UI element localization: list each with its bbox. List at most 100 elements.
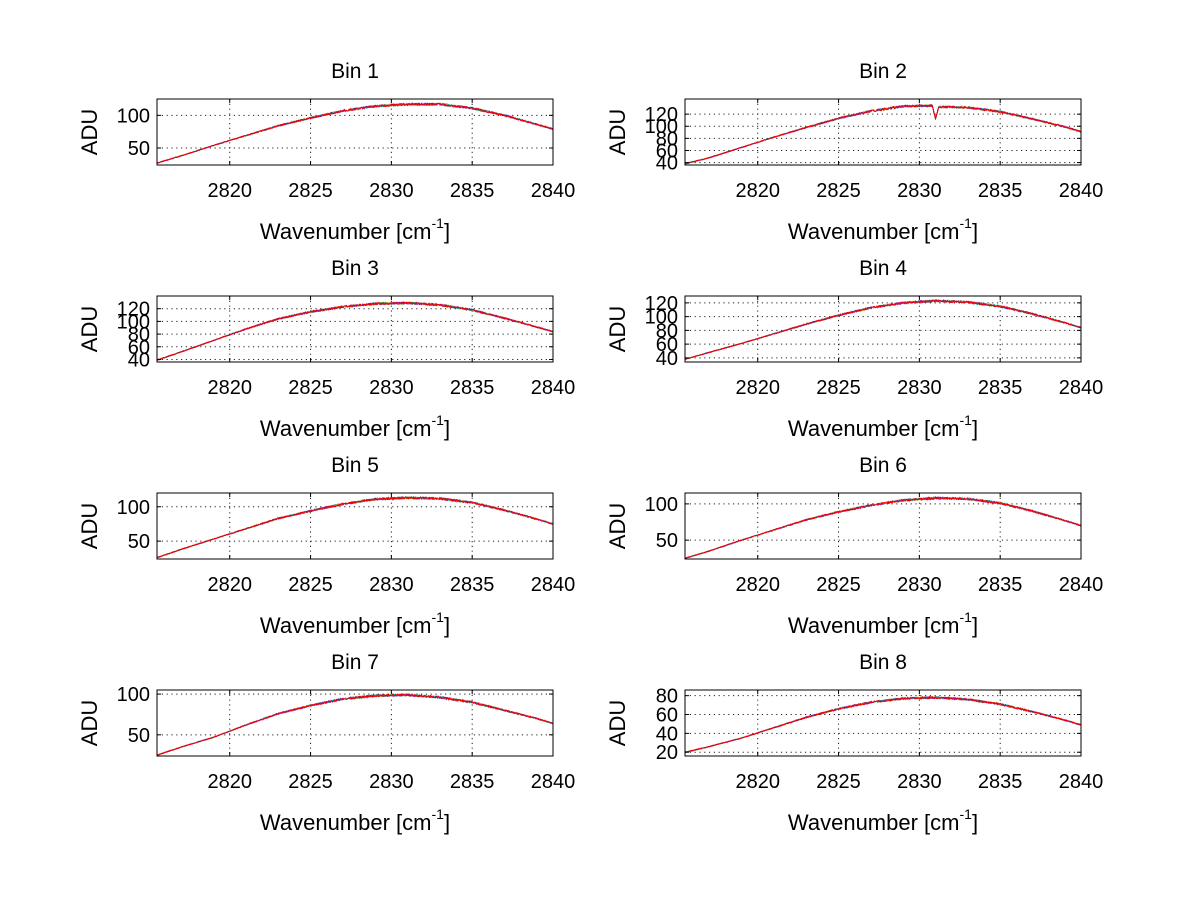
- x-tick-label: 2830: [369, 180, 414, 202]
- y-tick-label: 20: [656, 742, 678, 764]
- x-tick-label: 2840: [531, 180, 576, 202]
- x-axis-label-superscript: -1: [432, 215, 445, 231]
- spectrum-trace: [156, 693, 554, 756]
- spectrum-line: [156, 693, 554, 757]
- subplot-title: Bin 4: [859, 257, 907, 280]
- subplot-bin-5: Bin 5 2820 2825 2830 2835 2840 50 100 ADU Wavenum…: [77, 454, 575, 638]
- y-tick-label: 100: [645, 494, 678, 516]
- x-axis-label-superscript: -1: [960, 215, 973, 231]
- x-tick-label: 2820: [207, 377, 252, 399]
- x-axis-label-superscript: -1: [432, 806, 445, 822]
- x-axis-label-text: Wavenumber [cm: [788, 810, 960, 835]
- subplot-title: Bin 3: [331, 257, 379, 280]
- y-axis-label: ADU: [605, 700, 630, 746]
- y-tick-label: 60: [128, 337, 150, 359]
- spectrum-trace: [684, 299, 1082, 360]
- x-tick-label: 2840: [1059, 180, 1104, 202]
- x-axis-label-superscript: -1: [432, 609, 445, 625]
- x-tick-label: 2825: [816, 180, 861, 202]
- y-tick-label: 50: [656, 530, 678, 552]
- plot-frame: [684, 492, 1082, 560]
- y-tick-label: 120: [645, 104, 678, 126]
- x-axis-label: Wavenumber [cm-1]: [260, 412, 450, 441]
- x-axis-label: Wavenumber [cm-1]: [260, 215, 450, 244]
- spectrum-trace: [684, 496, 1082, 560]
- y-axis-label: ADU: [77, 306, 102, 352]
- spectrum-trace: [684, 496, 1082, 559]
- y-axis-label: ADU: [605, 109, 630, 155]
- plot-frame: [684, 295, 1082, 363]
- y-tick-label: 40: [656, 348, 678, 370]
- y-tick-label: 100: [117, 684, 150, 706]
- x-tick-label: 2830: [369, 377, 414, 399]
- spectrum-trace: [156, 692, 554, 756]
- x-tick-label: 2840: [531, 377, 576, 399]
- y-tick-label: 100: [645, 307, 678, 329]
- x-axis-label-text: Wavenumber [cm: [260, 613, 432, 638]
- x-axis-label: Wavenumber [cm-1]: [788, 806, 978, 835]
- spectrum-trace: [684, 298, 1082, 360]
- x-axis-label-suffix: ]: [972, 810, 978, 835]
- y-tick-label: 120: [645, 293, 678, 315]
- spectrum-trace: [156, 692, 554, 756]
- x-axis-label-text: Wavenumber [cm: [788, 613, 960, 638]
- spectrum-trace: [156, 496, 554, 559]
- x-axis-label-text: Wavenumber [cm: [260, 219, 432, 244]
- x-axis-label-suffix: ]: [972, 219, 978, 244]
- x-axis-label-suffix: ]: [444, 810, 450, 835]
- x-tick-label: 2835: [450, 180, 495, 202]
- x-tick-label: 2840: [531, 771, 576, 793]
- y-axis-label: ADU: [77, 700, 102, 746]
- spectrum-line: [684, 299, 1082, 360]
- spectrum-trace: [684, 696, 1082, 753]
- x-tick-label: 2825: [816, 771, 861, 793]
- y-tick-label: 50: [128, 531, 150, 553]
- x-axis-label-text: Wavenumber [cm: [260, 810, 432, 835]
- spectrum-trace: [156, 301, 554, 361]
- spectrum-line: [156, 301, 553, 361]
- y-tick-label: 80: [128, 324, 150, 346]
- x-axis-label-suffix: ]: [444, 613, 450, 638]
- plot-frame: [684, 98, 1082, 166]
- y-axis-label: ADU: [77, 503, 102, 549]
- y-axis-label: ADU: [77, 109, 102, 155]
- spectrum-trace: [684, 496, 1082, 560]
- plot-frame: [156, 295, 554, 363]
- spectrum-trace: [156, 496, 554, 559]
- y-tick-label: 100: [117, 311, 150, 333]
- spectrum-trace: [684, 299, 1082, 360]
- x-tick-label: 2840: [1059, 377, 1104, 399]
- x-axis-label-text: Wavenumber [cm: [788, 416, 960, 441]
- spectrum-trace: [684, 695, 1082, 753]
- spectrum-trace: [156, 496, 554, 559]
- subplot-bin-6: Bin 6 2820 2825 2830 2835 2840 50 100 ADU Wavenum…: [605, 454, 1103, 638]
- spectrum-line: [684, 695, 1082, 753]
- x-axis-label-suffix: ]: [444, 219, 450, 244]
- subplot-title: Bin 2: [859, 60, 907, 83]
- x-tick-label: 2830: [369, 771, 414, 793]
- x-tick-label: 2830: [897, 574, 942, 596]
- x-axis-label: Wavenumber [cm-1]: [260, 806, 450, 835]
- x-tick-label: 2825: [816, 377, 861, 399]
- subplot-title: Bin 5: [331, 454, 379, 477]
- x-axis-label-superscript: -1: [960, 412, 973, 428]
- spectrum-trace: [156, 693, 554, 756]
- x-tick-label: 2820: [735, 180, 780, 202]
- y-tick-label: 100: [645, 116, 678, 138]
- spectrum-trace: [156, 496, 554, 559]
- y-tick-label: 60: [656, 140, 678, 162]
- plot-frame: [156, 98, 554, 166]
- spectrum-trace: [156, 301, 554, 361]
- x-axis-label-suffix: ]: [444, 416, 450, 441]
- x-tick-label: 2825: [288, 771, 333, 793]
- x-tick-label: 2830: [369, 574, 414, 596]
- x-tick-label: 2835: [978, 771, 1023, 793]
- x-tick-label: 2825: [816, 574, 861, 596]
- x-tick-label: 2825: [288, 180, 333, 202]
- y-tick-label: 40: [128, 349, 150, 371]
- x-tick-label: 2820: [735, 771, 780, 793]
- spectrum-trace: [684, 695, 1082, 753]
